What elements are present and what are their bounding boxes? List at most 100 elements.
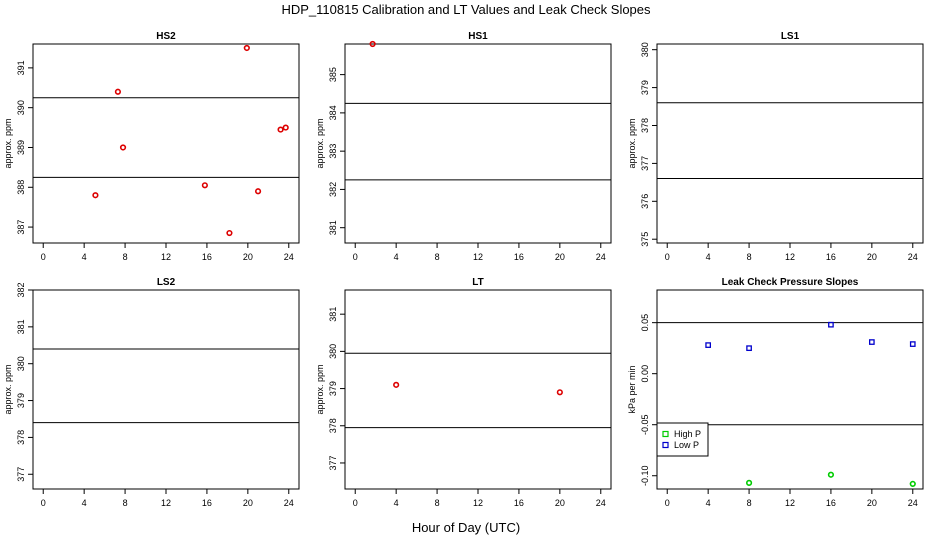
x-tick-label: 8 [435,252,440,262]
x-tick-label: 4 [394,252,399,262]
y-axis-label: approx. ppm [627,118,637,168]
y-tick-label: 387 [16,220,26,235]
data-point [282,124,289,131]
panel-title: HS1 [468,31,488,42]
legend-marker-low-p [662,441,669,449]
x-tick-label: 8 [747,498,752,508]
x-tick-label: 20 [243,252,253,262]
x-tick-label: 20 [243,498,253,508]
data-point [369,40,376,48]
x-tick-label: 16 [514,252,524,262]
x-tick-label: 20 [555,252,565,262]
data-point [114,88,122,95]
data-point [277,126,284,133]
y-tick-label: 377 [640,156,650,171]
data-point [556,389,563,396]
y-tick-label: -0.10 [640,465,650,486]
y-tick-label: 377 [16,467,26,482]
y-tick-label: 378 [16,430,26,445]
y-tick-label: 380 [328,344,338,359]
x-tick-label: 0 [353,498,358,508]
y-tick-label: 381 [328,220,338,235]
y-axis-label: kPa per min [627,365,637,413]
data-point [868,339,875,345]
figure-x-axis-label: Hour of Day (UTC) [412,520,520,535]
x-tick-label: 0 [353,252,358,262]
y-tick-label: 0.05 [640,314,650,332]
legend-box [656,422,709,457]
plot-frame [344,289,612,490]
data-point [746,345,752,352]
x-tick-label: 12 [473,252,483,262]
panel-title: Leak Check Pressure Slopes [722,277,859,288]
data-point [254,188,262,195]
x-tick-label: 12 [785,498,795,508]
data-point [92,192,99,199]
panel-title: LS2 [157,277,176,288]
y-tick-label: 379 [640,80,650,95]
y-tick-label: 0.00 [640,365,650,383]
y-tick-label: 377 [328,455,338,470]
x-tick-label: 12 [473,498,483,508]
y-tick-label: 379 [16,393,26,408]
data-point [705,342,712,348]
x-tick-label: 12 [161,498,171,508]
panel-3: LS1 0 4 8 12 16 20 24 375 376 377 378 379 380 approx. … [627,31,924,262]
y-tick-label: -0.05 [640,414,650,435]
x-tick-label: 16 [826,498,836,508]
y-tick-label: 390 [16,100,26,115]
y-axis-label: approx. ppm [3,118,13,168]
x-tick-label: 0 [41,252,46,262]
y-tick-label: 375 [640,232,650,247]
y-tick-label: 385 [328,67,338,82]
panel-1: HS2 0 4 8 12 16 20 24 387 388 389 390 391 approx. ppm [3,31,300,262]
x-tick-label: 16 [826,252,836,262]
y-tick-label: 382 [16,282,26,297]
x-tick-label: 24 [284,498,294,508]
y-tick-label: 378 [640,118,650,133]
x-tick-label: 4 [706,252,711,262]
data-point [828,321,834,328]
x-tick-label: 4 [82,498,87,508]
plot-frame [32,43,300,244]
y-tick-label: 383 [328,144,338,159]
x-tick-label: 8 [747,252,752,262]
x-tick-label: 20 [867,252,877,262]
data-point [909,480,916,487]
x-tick-label: 0 [665,252,670,262]
y-tick-label: 382 [328,182,338,197]
plot-frame [32,289,300,490]
x-tick-label: 16 [202,498,212,508]
x-tick-label: 8 [435,498,440,508]
x-tick-label: 16 [514,498,524,508]
x-tick-label: 24 [596,252,606,262]
y-tick-label: 379 [328,381,338,396]
panel-2: HS1 0 4 8 12 16 20 24 381 382 383 384 385 approx. ppm [315,31,612,262]
x-tick-label: 8 [123,252,128,262]
y-tick-label: 391 [16,60,26,75]
panels: HS2 0 4 8 12 16 20 24 387 388 389 390 391 approx. ppm… [3,31,924,508]
y-tick-label: 384 [328,105,338,120]
legend-label: Low P [674,440,699,450]
panel-title: LT [472,277,483,288]
data-point [226,229,233,237]
x-tick-label: 24 [284,252,294,262]
x-tick-label: 16 [202,252,212,262]
x-tick-label: 12 [161,252,171,262]
x-tick-label: 20 [555,498,565,508]
data-point [827,471,835,478]
data-point [393,381,400,388]
data-point [745,479,753,486]
y-tick-label: 380 [640,42,650,57]
data-point [909,341,916,347]
x-tick-label: 0 [665,498,670,508]
plot-frame [656,289,924,490]
x-tick-label: 12 [785,252,795,262]
y-tick-label: 380 [16,356,26,371]
data-point [119,144,127,151]
x-tick-label: 24 [908,498,918,508]
y-axis-label: approx. ppm [315,364,325,414]
y-axis-label: approx. ppm [3,364,13,414]
panel-4: LS2 0 4 8 12 16 20 24 377 378 379 380 381 382 approx. … [3,277,300,508]
